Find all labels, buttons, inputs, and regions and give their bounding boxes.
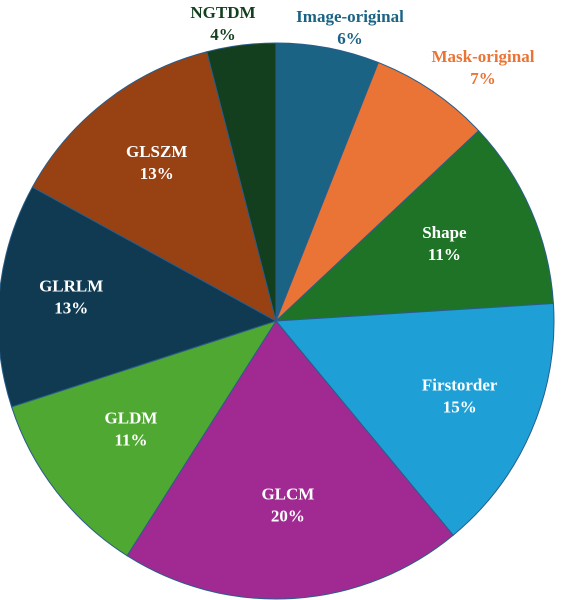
slice-name-glszm: GLSZM [126, 142, 187, 161]
slice-name-gldm: GLDM [105, 409, 158, 428]
slice-label-firstorder: Firstorder 15% [422, 376, 498, 417]
slice-mask-original [275, 61, 480, 322]
slice-label-image-original: Image-original 6% [296, 7, 404, 48]
slice-name-glcm: GLCM [261, 485, 314, 504]
slice-gldm [10, 320, 278, 557]
slice-glszm [31, 51, 277, 322]
slice-label-ngtdm: NGTDM 4% [190, 3, 255, 44]
slice-label-glszm: GLSZM 13% [126, 142, 187, 183]
slice-name-mask-original: Mask-original [432, 47, 535, 66]
slice-value-glrlm: 13% [54, 299, 88, 318]
slice-value-image-original: 6% [337, 29, 363, 48]
labels-layer: Image-original 6% Mask-original 7% Shape 11% F… [39, 3, 535, 526]
slice-firstorder [274, 303, 555, 536]
slice-label-glcm: GLCM 20% [261, 485, 314, 526]
slice-name-image-original: Image-original [296, 7, 404, 26]
slice-label-gldm: GLDM 11% [105, 409, 158, 450]
slice-name-shape: Shape [422, 223, 467, 242]
slice-ngtdm [206, 42, 277, 322]
slice-value-glcm: 20% [271, 507, 305, 526]
slice-label-mask-original: Mask-original 7% [432, 47, 535, 88]
slice-label-glrlm: GLRLM 13% [39, 277, 103, 318]
slice-value-mask-original: 7% [470, 69, 496, 88]
slice-value-gldm: 11% [114, 431, 147, 450]
slice-value-firstorder: 15% [443, 398, 477, 417]
slices-layer [0, 42, 555, 600]
slice-value-glszm: 13% [140, 164, 174, 183]
slice-value-ngtdm: 4% [210, 25, 236, 44]
slice-name-firstorder: Firstorder [422, 376, 498, 395]
slice-label-shape: Shape 11% [422, 223, 467, 264]
slice-glcm [126, 320, 454, 600]
slice-name-glrlm: GLRLM [39, 277, 103, 296]
slice-shape [274, 129, 554, 322]
slice-glrlm [0, 186, 278, 408]
slice-value-shape: 11% [428, 245, 461, 264]
slice-name-ngtdm: NGTDM [190, 3, 255, 22]
